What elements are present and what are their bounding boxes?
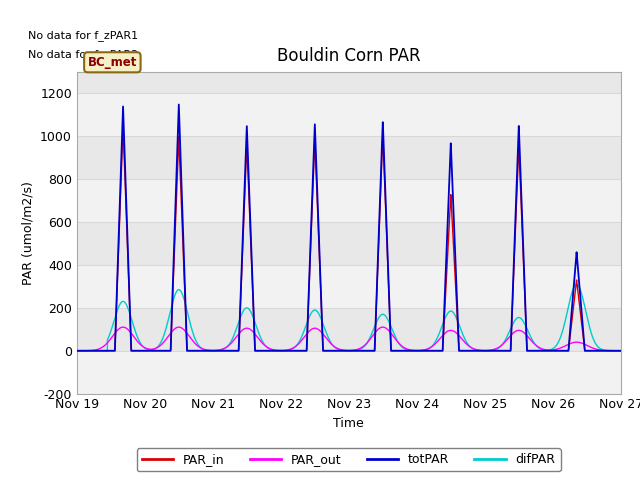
totPAR [419, 348, 426, 354]
difPAR [573, 281, 580, 287]
difPAR [73, 348, 81, 354]
PAR_out [419, 347, 426, 353]
difPAR [476, 348, 484, 353]
Text: BC_met: BC_met [88, 56, 137, 69]
Y-axis label: PAR (umol/m2/s): PAR (umol/m2/s) [22, 181, 35, 285]
Line: difPAR: difPAR [77, 284, 621, 351]
PAR_out [119, 324, 127, 330]
PAR_in [270, 348, 278, 354]
difPAR [270, 348, 278, 353]
PAR_in [617, 348, 625, 354]
PAR_in [506, 348, 513, 354]
X-axis label: Time: Time [333, 417, 364, 430]
PAR_in [476, 348, 484, 354]
totPAR [270, 348, 278, 354]
difPAR [617, 348, 625, 354]
totPAR [100, 348, 108, 354]
totPAR [395, 348, 403, 354]
totPAR [73, 348, 81, 354]
PAR_out [476, 348, 484, 353]
PAR_in [395, 348, 403, 354]
Bar [77, 265, 621, 308]
difPAR [395, 340, 403, 346]
difPAR [506, 329, 513, 335]
Bar [77, 94, 621, 136]
totPAR [175, 102, 182, 108]
PAR_in [119, 123, 127, 129]
Line: totPAR: totPAR [77, 105, 621, 351]
PAR_out [270, 347, 278, 353]
Legend: PAR_in, PAR_out, totPAR, difPAR: PAR_in, PAR_out, totPAR, difPAR [137, 448, 561, 471]
difPAR [100, 348, 108, 354]
totPAR [476, 348, 484, 354]
Bar [77, 179, 621, 222]
totPAR [506, 348, 513, 354]
Line: PAR_out: PAR_out [77, 327, 621, 351]
Bar [77, 351, 621, 394]
difPAR [419, 348, 426, 353]
PAR_in [100, 348, 108, 354]
PAR_out [395, 340, 403, 346]
PAR_in [73, 348, 81, 354]
PAR_out [100, 343, 108, 349]
Text: No data for f_zPAR1: No data for f_zPAR1 [28, 30, 138, 41]
Title: Bouldin Corn PAR: Bouldin Corn PAR [277, 47, 420, 65]
totPAR [617, 348, 625, 354]
Text: No data for f_zPAR2: No data for f_zPAR2 [28, 49, 138, 60]
PAR_out [73, 348, 81, 354]
PAR_out [617, 348, 625, 354]
Line: PAR_in: PAR_in [77, 126, 621, 351]
PAR_in [419, 348, 426, 354]
PAR_out [506, 335, 513, 340]
